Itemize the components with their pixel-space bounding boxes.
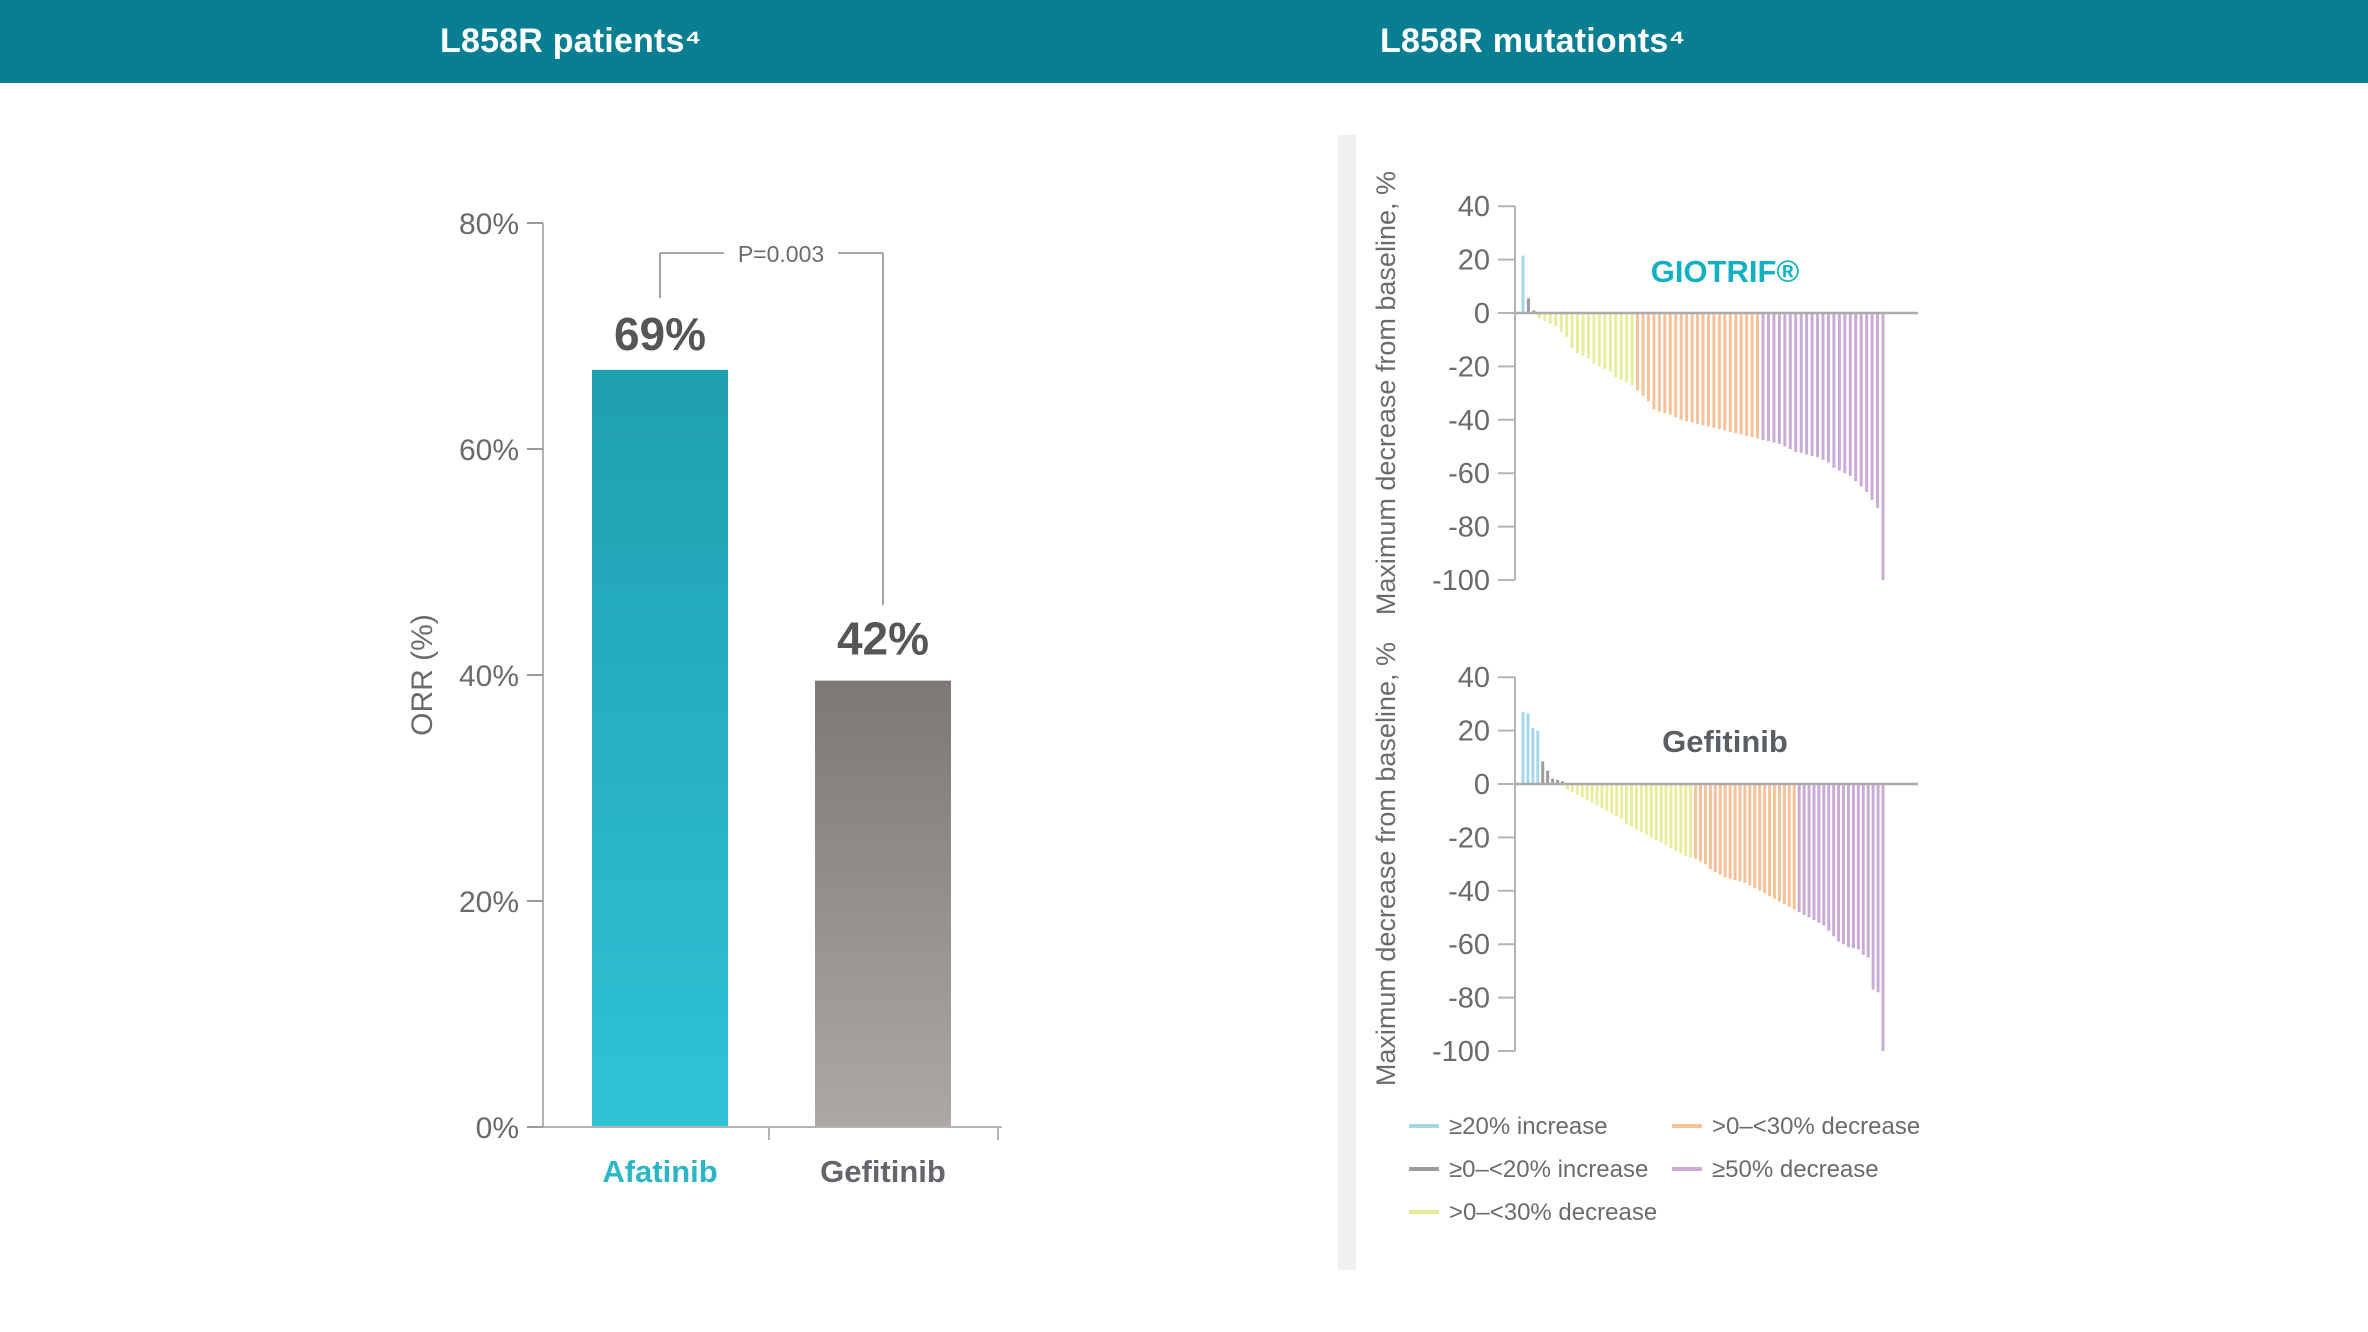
legend-label: ≥0–<20% increase [1449, 1156, 1648, 1183]
y-tick-label: -20 [1448, 351, 1490, 383]
orr-bar-chart: 0% 20% 40% 60% 80% ORR (%) 69% 42% Afatinib Gefit… [406, 208, 1002, 1189]
chart-title-gefitinib: Gefitinib [1662, 724, 1788, 759]
bar-afatinib [592, 369, 728, 1127]
x-category-gefitinib: Gefitinib [820, 1154, 946, 1189]
legend-label: ≥20% increase [1449, 1113, 1608, 1140]
x-category-afatinib: Afatinib [602, 1154, 717, 1189]
panel-edge-strip [1338, 135, 1356, 1270]
y-tick-label: 80% [459, 208, 519, 241]
y-axis-title: Maximum decrease from baseline, % [1371, 642, 1401, 1086]
y-tick-label: 40 [1458, 662, 1490, 694]
waterfall-panel: 40 20 0 -20 -40 -60 -80 -100 Maximum decrease fr… [1338, 135, 1920, 1270]
y-axis-title: ORR (%) [406, 614, 439, 736]
y-tick-label: 60% [459, 434, 519, 467]
y-tick-label: -60 [1448, 929, 1490, 961]
y-tick-label: -100 [1432, 565, 1490, 597]
chart-title-giotrif: GIOTRIF® [1651, 254, 1800, 289]
y-tick-label: 20 [1458, 716, 1490, 748]
y-tick-label: 20 [1458, 245, 1490, 277]
y-tick-label: 40 [1458, 191, 1490, 223]
p-value-label: P=0.003 [738, 241, 824, 267]
value-label-afatinib: 69% [614, 308, 706, 360]
y-tick-label: 0 [1474, 298, 1490, 330]
legend-label: ≥50% decrease [1712, 1156, 1879, 1183]
y-tick-label: -40 [1448, 405, 1490, 437]
y-tick-label: -20 [1448, 822, 1490, 854]
value-label-gefitinib: 42% [837, 613, 929, 665]
legend-label: >0–<30% decrease [1712, 1113, 1920, 1140]
y-tick-label: -80 [1448, 983, 1490, 1015]
legend-label: >0–<30% decrease [1449, 1199, 1657, 1226]
header-band: L858R patients⁴ L858R mutationts⁴ [0, 0, 2368, 83]
y-tick-label: -80 [1448, 512, 1490, 544]
y-tick-label: 40% [459, 660, 519, 693]
y-tick-label: -40 [1448, 876, 1490, 908]
bar-gefitinib [815, 680, 951, 1127]
y-tick-label: 0 [1474, 769, 1490, 801]
y-tick-label: 20% [459, 886, 519, 919]
y-tick-label: -60 [1448, 458, 1490, 490]
y-tick-label: -100 [1432, 1036, 1490, 1068]
y-tick-label: 0% [476, 1112, 519, 1145]
left-panel-title: L858R patients⁴ [440, 22, 702, 60]
y-axis-title: Maximum decrease from baseline, % [1371, 171, 1401, 615]
right-panel-title: L858R mutationts⁴ [1380, 22, 1686, 60]
